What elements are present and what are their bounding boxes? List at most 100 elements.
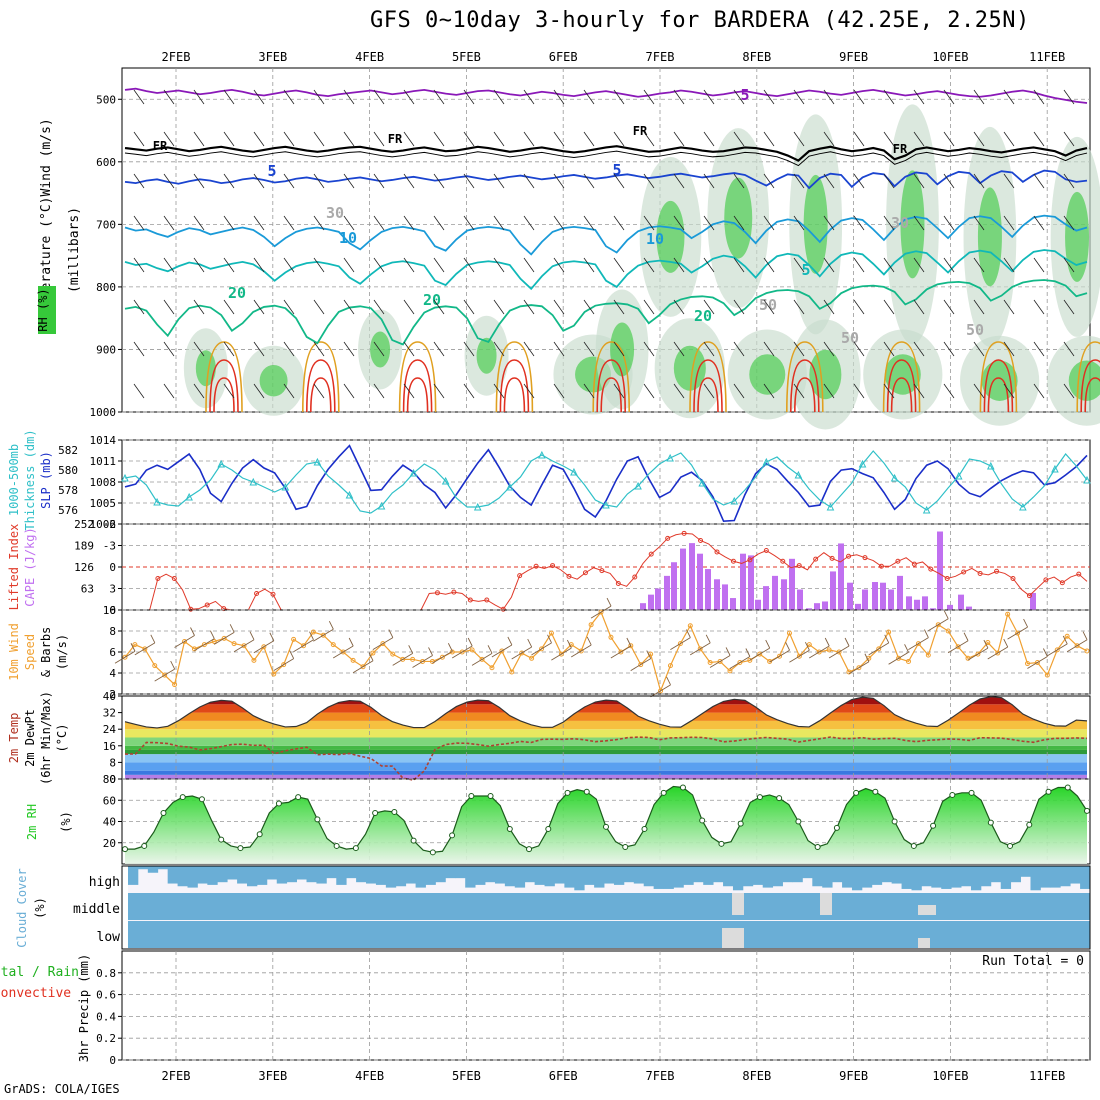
cloud-bar-high (167, 866, 178, 884)
cloud-bar-low (247, 921, 258, 948)
cloud-bar-low (375, 921, 387, 948)
wind-barb (133, 383, 145, 399)
wind-barb (823, 131, 835, 147)
temp-contour-fr-inner (124, 150, 1088, 167)
cloud-bar-high (227, 866, 238, 880)
temp-arch (979, 341, 1018, 413)
contour-label: FR (388, 132, 403, 146)
rh-legend-swatch (38, 286, 56, 334)
wind-barb-10m (967, 647, 989, 661)
wind-barb-feather (249, 631, 255, 640)
wind-speed-marker (687, 623, 693, 629)
wind-barb (1033, 89, 1045, 105)
cloud-bar-high (326, 866, 337, 879)
wind-barb (703, 89, 715, 105)
wind-barb (613, 89, 625, 105)
thickness-marker (505, 482, 514, 491)
wind-speed-marker (390, 651, 396, 657)
wind-speed-axis-tick-label: 2 (109, 688, 116, 701)
cape-bar (958, 594, 964, 610)
wind-barb (553, 299, 565, 315)
wind-barb (463, 131, 475, 147)
wind-barb (1063, 341, 1075, 357)
wind-barb (673, 173, 685, 189)
wind-speed-marker (360, 664, 366, 670)
temp-band (125, 737, 1087, 746)
lifted-index-axis-tick-label: -3 (103, 540, 116, 553)
cloud-bar-low (1070, 921, 1081, 948)
rh-core (749, 354, 786, 395)
cape-bar (914, 599, 920, 610)
cloud-bar-low (683, 921, 694, 948)
wind-barb (283, 89, 295, 105)
cloud-bar-middle (207, 893, 218, 920)
cloud-bar-low (256, 921, 268, 948)
wind-barb-10m (1066, 639, 1088, 653)
lifted-index-marker (846, 553, 852, 559)
cloud-bar-low (1060, 921, 1071, 948)
wind-speed-marker (479, 656, 485, 662)
wind-barb (883, 299, 895, 315)
wind-barb (763, 257, 775, 273)
wind-speed-marker (677, 641, 683, 647)
cloud-bar-middle (980, 893, 992, 920)
wind-speed-marker (826, 647, 832, 653)
wind-barb (133, 131, 145, 147)
chart-title: GFS 0~10day 3-hourly for BARDERA (42.25E… (370, 8, 1030, 33)
cloud-bar-high (594, 866, 605, 888)
cloud-bar-middle (574, 893, 585, 920)
rh-marker (660, 789, 667, 796)
cloud-bar-low (356, 921, 367, 948)
cloud-bar-low (881, 921, 893, 948)
wind-barb-10m (551, 647, 572, 661)
cloud-bar-high (296, 866, 307, 880)
wind-speed-marker (955, 644, 961, 650)
wind-barb-10m (253, 640, 275, 654)
wind-speed-marker (191, 646, 197, 652)
cloud-bar-high (266, 866, 278, 880)
wind-barb-feather (923, 629, 929, 638)
wind-barb (133, 257, 145, 273)
wind-barb-feather (467, 637, 473, 647)
cloud-bar-high (1010, 866, 1021, 883)
wind-barb (553, 89, 565, 105)
rh-core (476, 337, 497, 374)
cloud-bar-middle (375, 893, 387, 920)
wind-barb (703, 215, 715, 231)
cloud-bar-low (594, 921, 605, 948)
cloud-bar-high (832, 866, 843, 883)
cape-ylabel: CAPE (J/kg) (23, 527, 37, 606)
cape-bar (862, 589, 868, 610)
wind-barb (1063, 173, 1075, 189)
cape-bar (1030, 592, 1036, 610)
cloud-bar-middle (465, 893, 476, 920)
wind-speed-marker (905, 658, 911, 664)
temp-arch (596, 359, 626, 413)
cloud-bar-middle (286, 893, 297, 920)
cloud-bar-low (643, 921, 655, 948)
wind-barb-feather (1062, 635, 1068, 645)
cloud-bar-high (891, 866, 902, 884)
cloud-bar-high (970, 866, 982, 891)
wind-speed-marker (886, 629, 892, 635)
wind-barb (433, 173, 445, 189)
wind-barb (1063, 299, 1075, 315)
wind-speed-marker (836, 649, 842, 655)
cloud-bar-middle (673, 893, 684, 920)
wind-barb (283, 341, 295, 357)
wind-barb (793, 173, 805, 189)
wind-barb-10m (729, 656, 751, 669)
wind-barb (673, 89, 685, 105)
rh-core (803, 174, 828, 274)
cloud-bar-low (633, 921, 645, 948)
wind-speed-marker (459, 649, 465, 655)
rh-core (656, 200, 685, 273)
time-label-top: 11FEB (1029, 50, 1065, 64)
wind-barb (523, 215, 535, 231)
cloud-bar-low (147, 921, 159, 948)
cloud-bar-middle (455, 893, 466, 920)
wind-barb (403, 257, 415, 273)
wind-barb (583, 173, 595, 189)
wind-barb-feather (328, 620, 334, 630)
lifted-index-marker (829, 555, 835, 561)
